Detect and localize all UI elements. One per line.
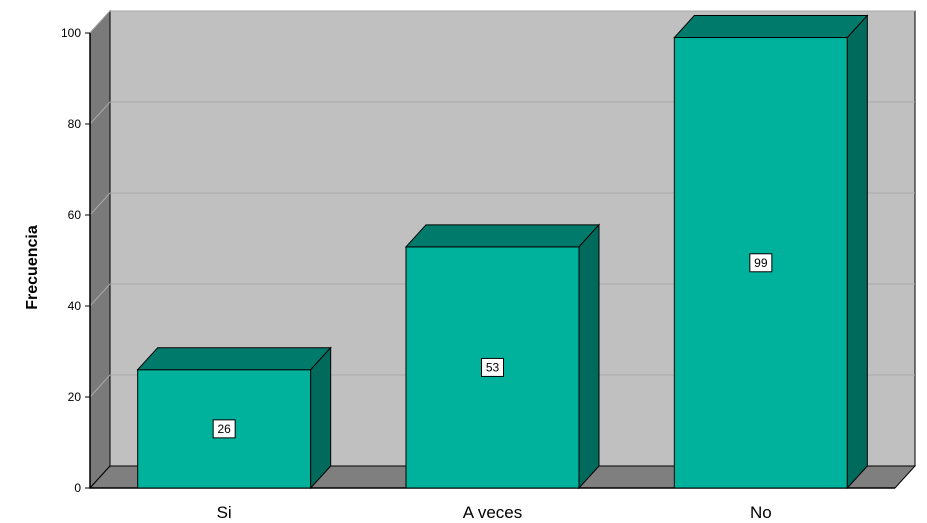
- x-category-label: Si: [217, 503, 232, 522]
- data-label-box: [212, 419, 236, 439]
- bar-side-face: [310, 346, 332, 490]
- data-label-box: [481, 357, 504, 377]
- gridline-left: [89, 283, 111, 307]
- bar-top-face: [404, 224, 601, 248]
- y-tick-label: 0: [74, 481, 81, 495]
- data-label: 53: [486, 360, 500, 374]
- y-tick-label: 40: [68, 299, 82, 313]
- y-tick-label: 100: [61, 26, 81, 40]
- y-axis-title: Frecuencia: [24, 225, 41, 310]
- bars: 26 53 99: [136, 14, 869, 490]
- gridline-left: [89, 10, 111, 34]
- y-tick-label: 60: [68, 208, 82, 222]
- bar: 99: [673, 14, 869, 490]
- y-axis-ticks: 0 20 40 60 80 100: [61, 26, 90, 495]
- data-label-box: [749, 253, 773, 273]
- bar: 26: [136, 346, 332, 490]
- data-label: 99: [754, 256, 768, 270]
- y-tick-label: 80: [68, 117, 82, 131]
- gridline-left: [89, 374, 111, 398]
- bar-side-face: [846, 14, 868, 490]
- bar: 53: [404, 223, 601, 490]
- plot-left-wall: [89, 9, 111, 490]
- bar-top-face: [673, 15, 869, 39]
- x-category-label: A veces: [463, 503, 523, 522]
- y-tick-label: 20: [68, 390, 82, 404]
- gridline-left: [89, 101, 111, 125]
- gridline-left: [89, 192, 111, 216]
- data-label: 26: [217, 422, 231, 436]
- bar-side-face: [578, 223, 600, 490]
- x-axis-labels: Si A veces No: [217, 503, 772, 522]
- bar-top-face: [136, 347, 332, 371]
- x-category-label: No: [750, 503, 772, 522]
